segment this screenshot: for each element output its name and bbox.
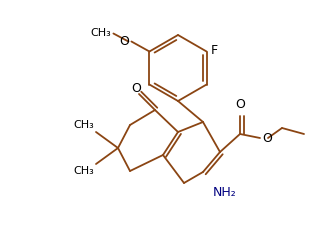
Text: O: O <box>262 131 272 144</box>
Text: CH₃: CH₃ <box>91 29 112 38</box>
Text: CH₃: CH₃ <box>73 166 94 176</box>
Text: NH₂: NH₂ <box>213 186 237 199</box>
Text: CH₃: CH₃ <box>73 120 94 130</box>
Text: O: O <box>120 35 129 48</box>
Text: F: F <box>211 44 218 57</box>
Text: O: O <box>235 98 245 111</box>
Text: O: O <box>131 83 141 95</box>
